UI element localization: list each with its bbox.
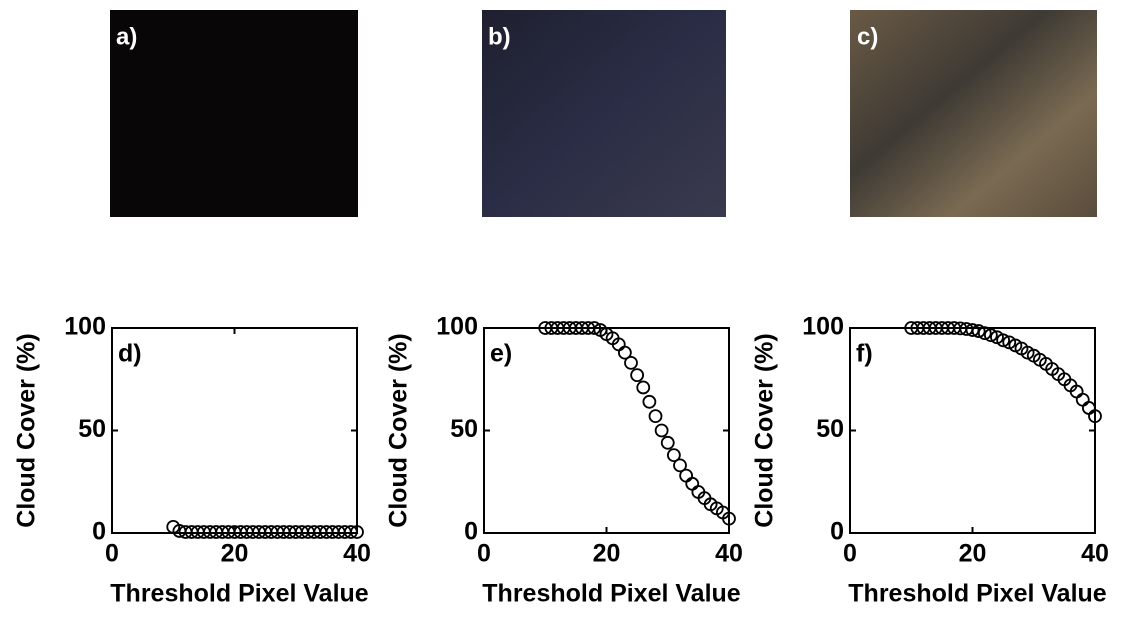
photo-label: a) — [116, 23, 137, 50]
x-tick-label: 0 — [477, 540, 491, 568]
marker — [722, 511, 736, 526]
y-tick-label: 0 — [464, 518, 478, 546]
marker — [965, 323, 980, 337]
marker — [983, 328, 998, 343]
photo-label: b) — [488, 23, 511, 50]
x-axis-label: Threshold Pixel Value — [482, 580, 741, 608]
axes-box — [111, 327, 358, 534]
marker — [587, 321, 602, 335]
panel-label: f) — [856, 340, 873, 368]
panel-label: e) — [490, 340, 512, 368]
photo-label: c) — [857, 23, 878, 50]
x-tick-label: 40 — [343, 540, 371, 568]
marker — [350, 525, 364, 539]
axes-box — [849, 327, 1096, 534]
y-axis-label: Cloud Cover (%) — [385, 333, 413, 527]
marker — [642, 394, 657, 409]
marker — [679, 468, 694, 483]
y-tick-label: 100 — [802, 313, 844, 341]
marker — [996, 333, 1011, 348]
marker — [666, 448, 681, 463]
marker — [660, 435, 675, 450]
marker — [648, 409, 663, 424]
marker — [654, 423, 669, 438]
x-tick-label: 40 — [1081, 540, 1109, 568]
marker — [1081, 401, 1096, 415]
y-tick-label: 0 — [92, 518, 106, 546]
y-tick-label: 50 — [816, 415, 844, 443]
marker — [977, 326, 992, 341]
marker — [685, 476, 700, 491]
x-tick-label: 20 — [593, 540, 621, 568]
photo — [850, 10, 1097, 217]
x-tick-label: 20 — [221, 540, 249, 568]
y-axis-label: Cloud Cover (%) — [13, 333, 41, 527]
x-tick-label: 0 — [105, 540, 119, 568]
x-tick-label: 40 — [715, 540, 743, 568]
marker — [1075, 392, 1090, 407]
panel-label: d) — [118, 340, 142, 368]
marker — [636, 380, 651, 395]
marker — [343, 525, 358, 539]
photo — [482, 10, 726, 217]
y-tick-label: 50 — [78, 415, 106, 443]
x-axis-label: Threshold Pixel Value — [110, 580, 369, 608]
x-tick-label: 0 — [843, 540, 857, 568]
marker — [624, 355, 638, 370]
x-axis-label: Threshold Pixel Value — [848, 580, 1107, 608]
marker — [1088, 409, 1102, 424]
x-tick-label: 20 — [959, 540, 987, 568]
y-axis-label: Cloud Cover (%) — [751, 333, 779, 527]
y-tick-label: 100 — [436, 313, 478, 341]
marker — [630, 368, 645, 383]
marker — [617, 345, 632, 360]
axes-box — [483, 327, 730, 534]
y-tick-label: 50 — [450, 415, 478, 443]
photo — [110, 10, 358, 217]
y-tick-label: 0 — [830, 518, 844, 546]
y-tick-label: 100 — [64, 313, 106, 341]
marker — [971, 324, 986, 338]
marker — [673, 458, 687, 473]
